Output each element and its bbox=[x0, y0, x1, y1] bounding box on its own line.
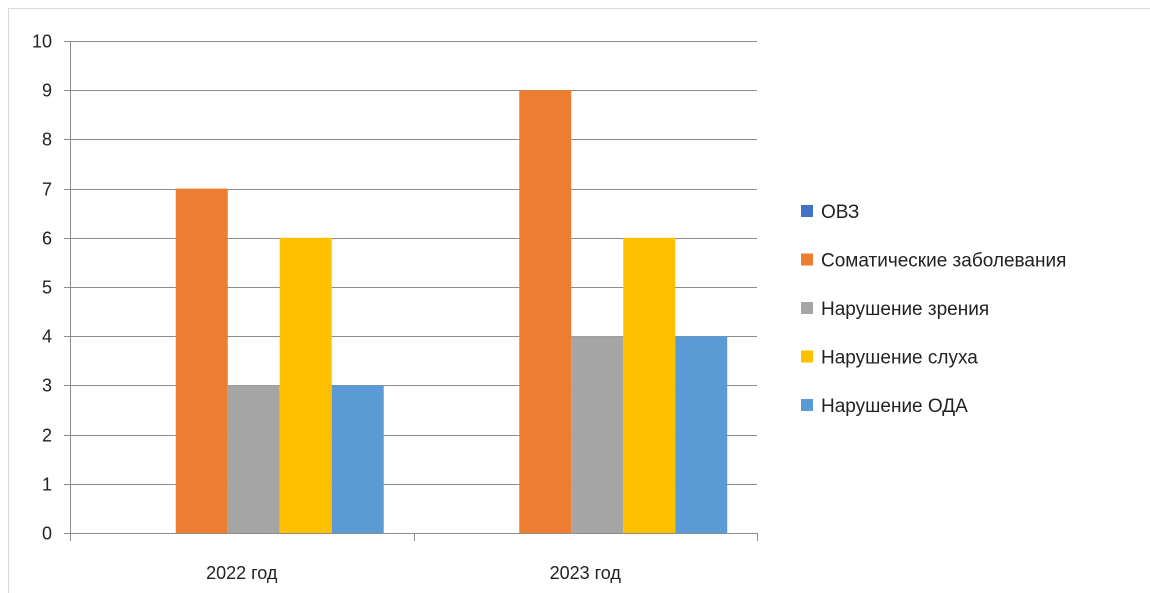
bar bbox=[175, 188, 228, 533]
legend-swatch bbox=[801, 205, 813, 217]
legend-label: Нарушение зрения bbox=[821, 299, 989, 320]
bar bbox=[571, 336, 624, 533]
legend-swatch bbox=[801, 253, 813, 266]
bar bbox=[623, 237, 676, 534]
legend-item: Соматические заболевания bbox=[801, 251, 1066, 272]
y-tick-label: 6 bbox=[42, 229, 52, 249]
y-tick-label: 4 bbox=[42, 327, 52, 347]
legend-item: Нарушение ОДА bbox=[801, 396, 968, 417]
x-tick-label: 2023 год bbox=[550, 563, 622, 583]
legend-label: Нарушение ОДА bbox=[821, 396, 968, 417]
bar bbox=[227, 385, 280, 533]
legend-swatch bbox=[801, 302, 813, 314]
chart-border bbox=[8, 8, 1150, 593]
legend-label: ОВЗ bbox=[821, 202, 859, 223]
y-tick-label: 3 bbox=[42, 376, 52, 396]
y-tick-label: 5 bbox=[42, 278, 52, 298]
legend-label: Нарушение слуха bbox=[821, 348, 978, 369]
bar bbox=[279, 237, 332, 534]
x-tick-label: 2022 год bbox=[206, 563, 278, 583]
legend-label: Соматические заболевания bbox=[821, 251, 1066, 272]
bar bbox=[519, 90, 572, 533]
y-tick-label: 2 bbox=[42, 426, 52, 446]
legend-item: Нарушение слуха bbox=[801, 348, 978, 369]
legend-item: ОВЗ bbox=[801, 202, 859, 223]
legend-item: Нарушение зрения bbox=[801, 299, 989, 320]
y-tick-label: 8 bbox=[42, 130, 52, 150]
y-tick-label: 10 bbox=[32, 32, 52, 52]
legend-swatch bbox=[801, 399, 813, 411]
y-tick-label: 9 bbox=[42, 81, 52, 101]
y-tick-label: 0 bbox=[42, 524, 52, 544]
legend-swatch bbox=[801, 350, 813, 363]
y-tick-label: 7 bbox=[42, 180, 52, 200]
y-tick-label: 1 bbox=[42, 475, 52, 495]
bar bbox=[675, 336, 728, 533]
bar bbox=[331, 385, 384, 533]
